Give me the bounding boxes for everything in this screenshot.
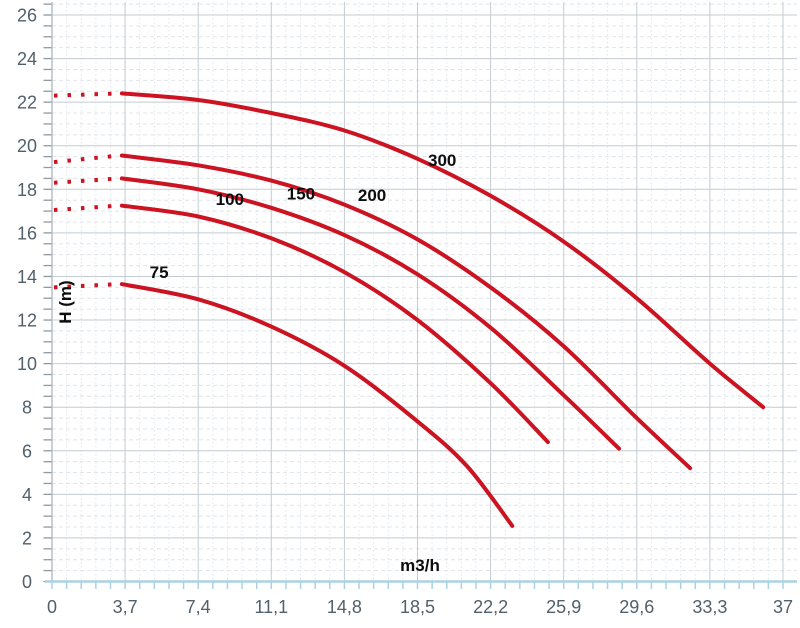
curve-labels: 75 100 150 200 300 — [150, 151, 457, 282]
x-tick-label: 0 — [47, 597, 57, 617]
curve-label-200: 200 — [358, 186, 386, 205]
x-tick-label: 29,6 — [619, 597, 654, 617]
x-tick-label: 7,4 — [186, 597, 211, 617]
curve-75 — [119, 282, 515, 528]
y-tick-label: 0 — [22, 572, 32, 592]
y-axis-title: H (m) — [56, 280, 75, 324]
x-tick-label: 22,2 — [473, 597, 508, 617]
x-tick-label: 11,1 — [254, 597, 288, 617]
y-tick-label: 22 — [17, 93, 37, 113]
x-tick-label: 3,7 — [113, 597, 138, 617]
x-axis-title: m3/h — [400, 556, 440, 575]
curve-300-dotted-segment — [53, 91, 120, 98]
y-tick-label: 16 — [17, 223, 37, 243]
curve-200-dotted-segment — [53, 153, 120, 165]
y-tick-label: 20 — [17, 136, 37, 156]
curve-label-75: 75 — [150, 263, 169, 282]
axes — [43, 2, 797, 589]
y-tick-label: 6 — [22, 441, 32, 461]
x-tick-label: 37 — [773, 597, 793, 617]
curve-150 — [119, 176, 621, 451]
curve-label-150: 150 — [287, 185, 315, 204]
curve-150-dotted-segment — [53, 176, 120, 185]
y-tick-label: 24 — [17, 49, 37, 69]
y-tick-label: 12 — [17, 311, 37, 331]
x-tick-label: 33,3 — [692, 597, 727, 617]
y-tick-label: 18 — [17, 180, 37, 200]
y-tick-label: 4 — [22, 485, 32, 505]
curve-100 — [119, 203, 550, 445]
y-tick-label: 8 — [22, 398, 32, 418]
y-tick-label: 14 — [17, 267, 37, 287]
curve-75-dotted-segment — [53, 282, 120, 290]
grid-minor — [52, 2, 797, 582]
x-tick-label: 18,5 — [400, 597, 435, 617]
x-tick-label: 14,8 — [327, 597, 362, 617]
curve-300 — [119, 91, 766, 410]
curve-label-300: 300 — [428, 151, 456, 170]
curve-label-100: 100 — [216, 190, 244, 209]
y-tick-label: 26 — [17, 6, 37, 26]
y-tick-label: 10 — [17, 354, 37, 374]
curve-100-dotted-segment — [53, 203, 120, 213]
curve-200 — [119, 153, 693, 471]
grid-major — [52, 2, 797, 582]
x-tick-label: 25,9 — [546, 597, 581, 617]
pump-curves — [53, 91, 766, 528]
y-tick-label: 2 — [22, 528, 32, 548]
